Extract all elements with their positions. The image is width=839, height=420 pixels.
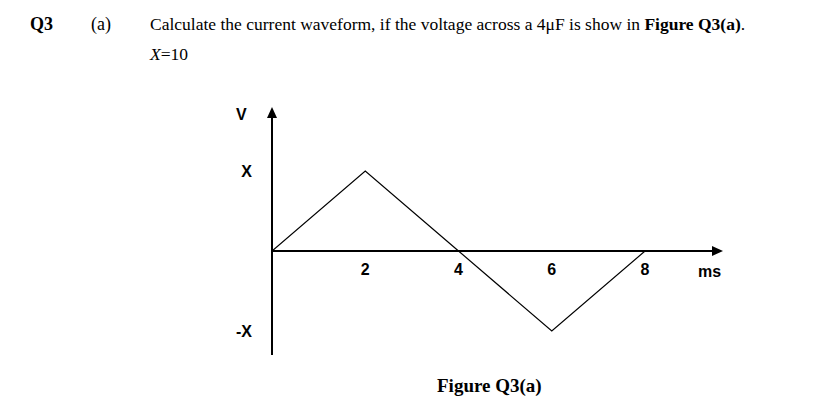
html-text:Figure Q3(a): Figure Q3(a) (437, 375, 542, 396)
html-text:V: V (236, 106, 247, 123)
svg-text:4: 4 (454, 261, 463, 278)
html-text:ms: ms (698, 263, 722, 280)
svg-text:2: 2 (361, 261, 370, 278)
html-text:Calculate the current waveform: Calculate the current waveform, if the v… (150, 14, 746, 34)
svg-text:6: 6 (547, 261, 556, 278)
html-text:Q3: Q3 (30, 14, 53, 34)
html-text:X =10: X =10 (150, 44, 189, 64)
svg-text:-X: -X (236, 323, 252, 340)
svg-text:8: 8 (641, 261, 650, 278)
html-text:(a): (a) (91, 14, 111, 34)
svg-text:X: X (241, 163, 252, 180)
